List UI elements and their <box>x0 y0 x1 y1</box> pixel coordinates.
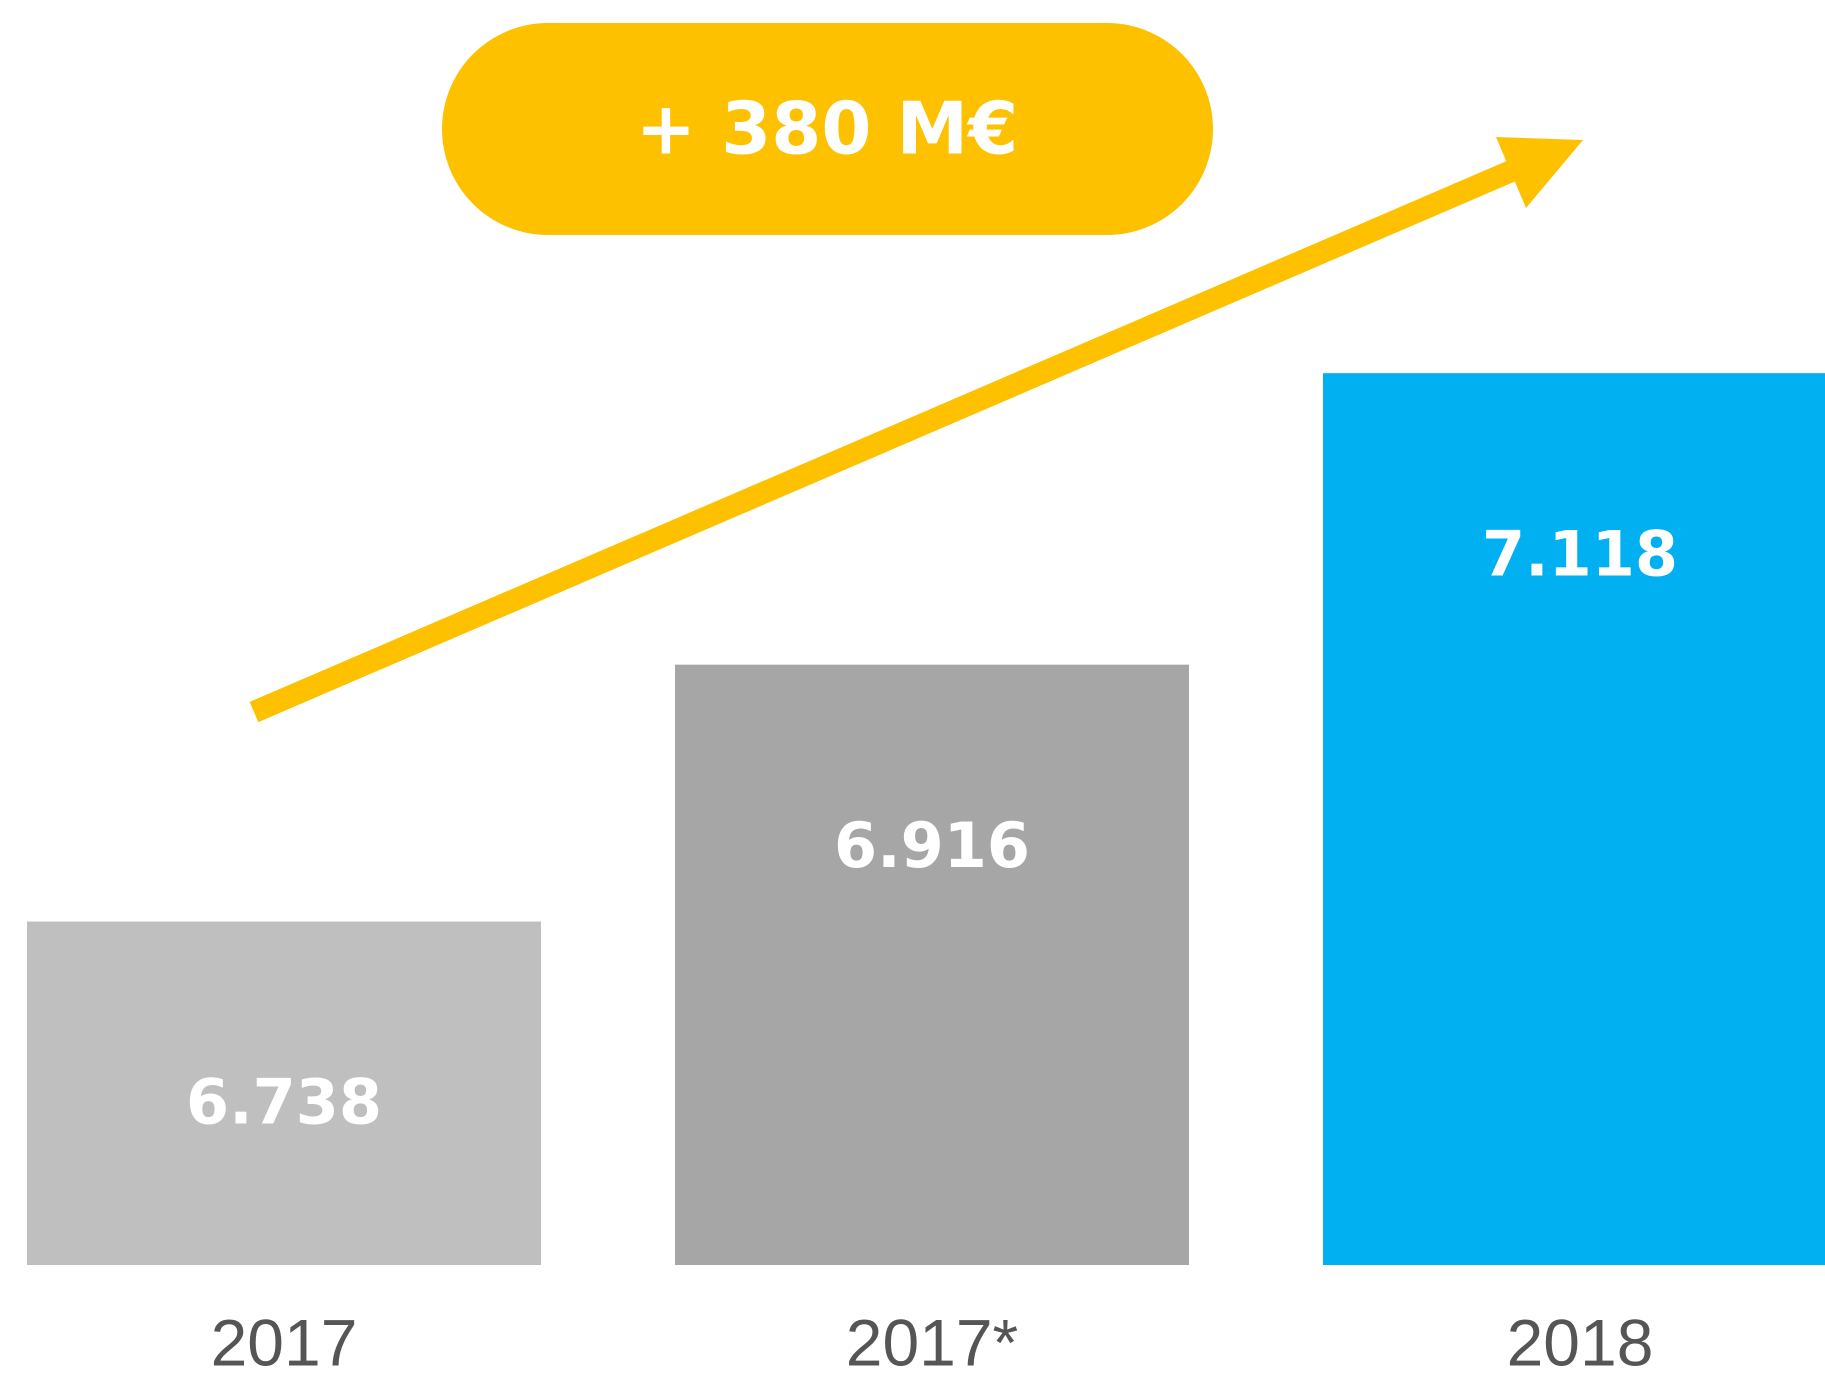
value-label: 7.118 <box>1482 517 1678 590</box>
bar <box>675 664 1189 1265</box>
annotation-pill <box>442 23 1213 235</box>
x-tick-label: 2017 <box>211 1305 358 1376</box>
annotation-text: + 380 M€ <box>636 87 1019 171</box>
bar <box>27 921 541 1265</box>
bar <box>1323 373 1825 1265</box>
value-label: 6.916 <box>834 809 1030 882</box>
annotation-group: + 380 M€ <box>249 23 1583 723</box>
arrow-head <box>1496 137 1583 208</box>
x-tick-label: 2017* <box>846 1305 1019 1376</box>
trend-arrow <box>249 152 1535 723</box>
value-label: 6.738 <box>186 1066 382 1139</box>
x-tick-label: 2018 <box>1507 1305 1654 1376</box>
